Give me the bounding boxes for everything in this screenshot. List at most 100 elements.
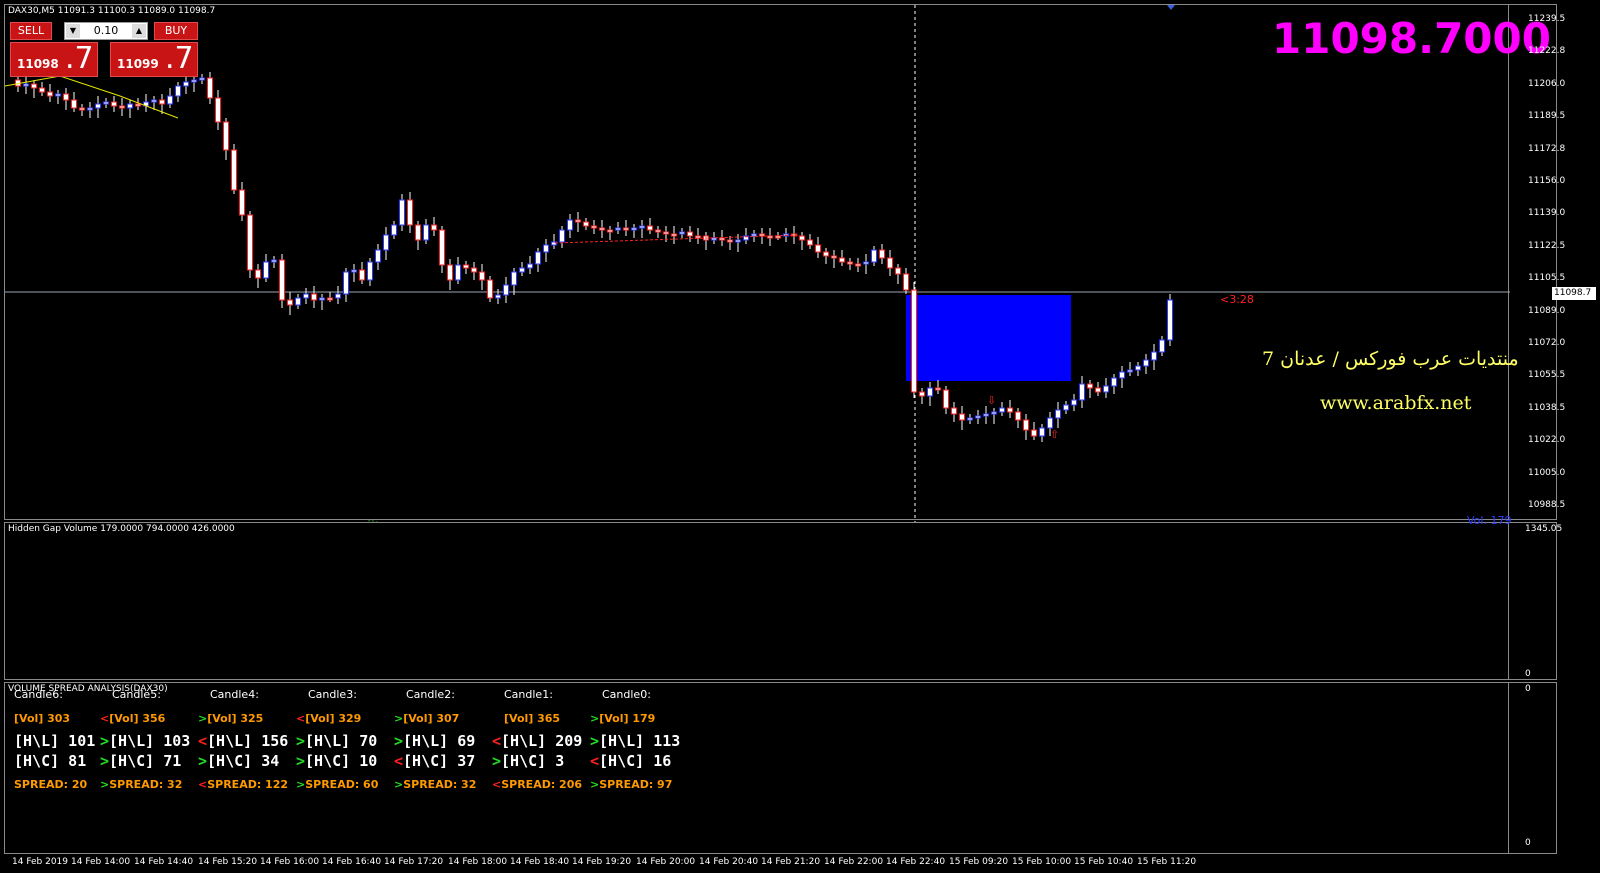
lot-size-value[interactable]: 0.10	[93, 24, 119, 37]
time-tick-label: 14 Feb 16:00	[260, 857, 320, 867]
candle-body	[695, 235, 701, 239]
vsa-high-close-row: [H\C] 81	[14, 752, 86, 770]
up-arrow-icon: ⇧	[1050, 428, 1059, 441]
vsa-volume-row: >[Vol] 307	[394, 712, 459, 725]
time-tick-label: 14 Feb 2019	[12, 857, 69, 867]
candle-body	[287, 299, 293, 306]
candle-body	[31, 83, 37, 89]
candle-body	[479, 271, 485, 281]
price-tick-label: 11222.8	[1528, 46, 1566, 57]
candle-body	[759, 233, 765, 237]
vsa-high-close-value: [H\C] 37	[403, 752, 476, 770]
lot-increase-icon[interactable]: ▲	[132, 24, 146, 38]
candle-body	[1143, 359, 1149, 367]
candle-body	[311, 293, 317, 301]
lot-size-field[interactable]: ▼ 0.10 ▲	[64, 22, 148, 40]
vsa-high-low-value: [H\L] 69	[403, 732, 476, 750]
price-tick-label: 11239.5	[1528, 14, 1566, 24]
candle-body	[631, 227, 637, 231]
trend-arrow-icon: >	[198, 712, 208, 725]
time-tick-label: 14 Feb 22:00	[824, 857, 884, 867]
candle-body	[1103, 385, 1109, 393]
candle-body	[327, 297, 333, 301]
candle-body	[359, 269, 365, 281]
trend-arrow-icon: >	[100, 732, 110, 750]
vsa-indicator-pane[interactable]	[4, 682, 1557, 854]
time-tick-label: 14 Feb 14:40	[134, 857, 194, 867]
vsa-high-close-value: [H\C] 71	[109, 752, 182, 770]
volume-indicator-label: Hidden Gap Volume 179.0000 794.0000 426.…	[8, 524, 235, 534]
vsa-spread-row: >SPREAD: 32	[100, 778, 182, 791]
candle-body	[295, 297, 301, 306]
trend-arrow-icon: >	[394, 778, 404, 791]
candle-body	[239, 189, 245, 216]
candle-body	[615, 227, 621, 231]
buy-price-big: .7	[165, 41, 194, 76]
candle-body	[279, 259, 285, 301]
candle-body	[103, 101, 109, 105]
candle-body	[135, 103, 141, 107]
candle-body	[719, 237, 725, 241]
vsa-high-close-value: [H\C] 10	[305, 752, 378, 770]
candle-body	[487, 279, 493, 299]
trend-arrow-icon: <	[198, 778, 208, 791]
candle-body	[471, 267, 477, 273]
candle-body	[191, 79, 197, 83]
candle-body	[575, 219, 581, 223]
candle-body	[567, 219, 573, 231]
sell-price-box[interactable]: 11098 .7	[10, 41, 98, 77]
trend-arrow-icon: >	[590, 712, 600, 725]
time-tick-label: 15 Feb 11:20	[1137, 857, 1197, 867]
buy-button[interactable]: BUY	[154, 22, 198, 40]
vsa-high-low-row: >[H\L] 113	[590, 732, 680, 750]
candle-body	[591, 225, 597, 229]
candle-body	[639, 225, 645, 229]
vsa-high-close-value: [H\C] 3	[501, 752, 565, 770]
vsa-high-low-row: >[H\L] 69	[394, 732, 475, 750]
candle-body	[839, 257, 845, 263]
candle-body	[415, 224, 421, 241]
candle-body	[383, 234, 389, 251]
vsa-high-close-value: [H\C] 16	[599, 752, 672, 770]
candle-body	[255, 269, 261, 279]
vsa-high-close-row: <[H\C] 37	[394, 752, 475, 770]
candle-body	[343, 271, 349, 295]
candle-body	[967, 417, 973, 421]
candle-body	[671, 233, 677, 237]
trend-arrow-icon: >	[590, 778, 600, 791]
vsa-spread-value: SPREAD: 97	[599, 778, 673, 791]
trend-arrow-icon: >	[394, 732, 404, 750]
vsa-candle-header: Candle1:	[504, 688, 553, 701]
vsa-high-close-row: >[H\C] 3	[492, 752, 564, 770]
price-chart-pane[interactable]	[4, 4, 1557, 520]
vsa-volume-value: [Vol] 365	[504, 712, 561, 725]
candle-body	[847, 261, 853, 265]
candle-body	[511, 271, 517, 286]
candle-body	[263, 261, 269, 279]
volume-indicator-pane[interactable]	[4, 522, 1557, 680]
candle-body	[983, 413, 989, 417]
candle-body	[895, 267, 901, 275]
candle-body	[215, 97, 221, 123]
buy-price-box[interactable]: 11099 .7	[110, 41, 198, 77]
price-tick-label: 11022.0	[1528, 435, 1566, 446]
price-axis	[1508, 5, 1556, 519]
vsa-high-low-value: [H\L] 103	[109, 732, 191, 750]
candle-body	[455, 264, 461, 281]
candle-body	[543, 244, 549, 253]
vsa-axis-bottom: 0	[1525, 838, 1531, 848]
candle-body	[335, 293, 341, 299]
candle-body	[119, 105, 125, 109]
candle-body	[951, 407, 957, 415]
trend-arrow-icon: >	[198, 752, 208, 770]
lot-decrease-icon[interactable]: ▼	[66, 24, 80, 38]
candle-body	[199, 77, 205, 81]
price-tick-label: 11055.5	[1528, 370, 1566, 381]
vsa-spread-value: SPREAD: 122	[207, 778, 289, 791]
candle-body	[63, 93, 69, 101]
sell-button[interactable]: SELL	[10, 22, 52, 40]
vsa-high-low-row: [H\L] 101	[14, 732, 95, 750]
vsa-spread-value: SPREAD: 60	[305, 778, 379, 791]
vsa-candle-header: Candle6:	[14, 688, 63, 701]
vsa-spread-row: SPREAD: 20	[14, 778, 87, 791]
